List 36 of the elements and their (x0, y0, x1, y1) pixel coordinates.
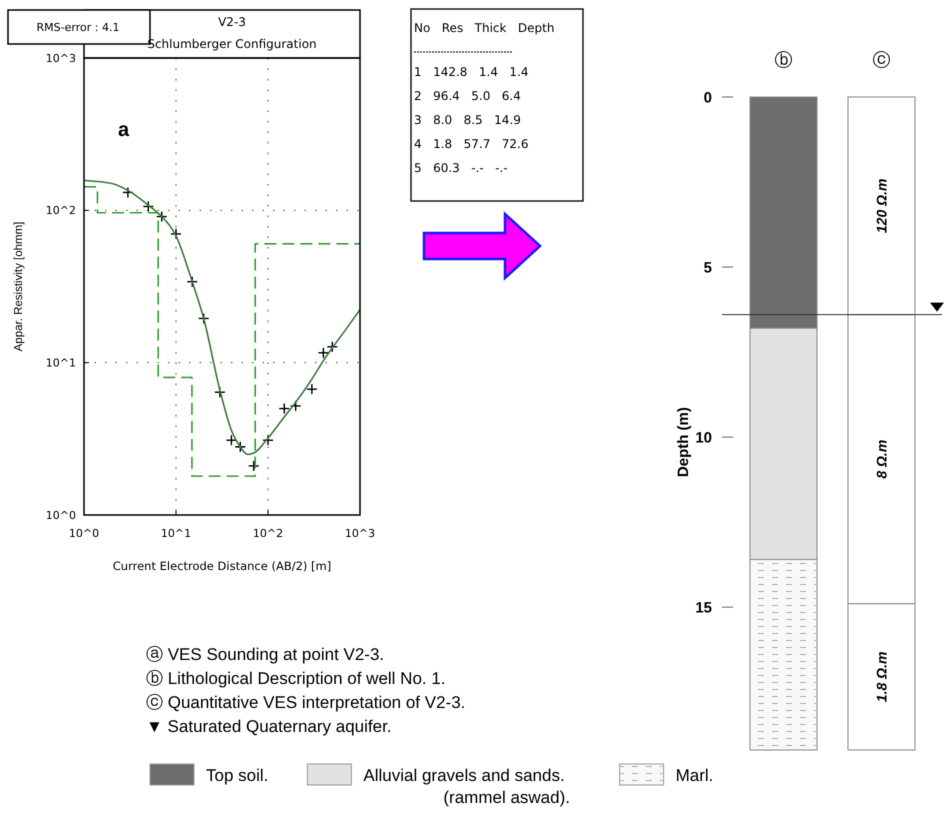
y-tick-label: 10^0 (46, 508, 76, 522)
legend-label: Top soil. (206, 766, 268, 785)
text: 5 60.3 -.- -.- (414, 161, 508, 175)
annotation: a (118, 119, 130, 141)
text: 2 96.4 5.0 6.4 (414, 89, 521, 103)
y-axis-title: Depth (m) (675, 407, 692, 478)
text: Marl. (676, 766, 714, 785)
text: ⓑ Lithological Description of well No. 1. (146, 669, 446, 688)
text: 3 8.0 8.5 14.9 (414, 113, 521, 127)
y-tick-label: 5 (704, 259, 712, 276)
x-tick-label: 10^1 (160, 527, 192, 540)
chart-subtitle: Schlumberger Configuration (147, 37, 317, 51)
y-tick-label: 10 (695, 429, 712, 446)
y-tick-label: 10^2 (46, 204, 76, 218)
x-tick-label: 10^2 (252, 527, 284, 540)
y-tick-label: 10^1 (46, 356, 76, 370)
legend-label: Alluvial gravels and sands. (rammel aswad). (363, 766, 570, 807)
annotation: 8 Ω.m (873, 440, 890, 479)
x-axis-title: Current Electrode Distance (AB/2) [m] (112, 559, 332, 573)
text: ▼ Saturated Quaternary aquifer. (146, 717, 392, 736)
annotation: 1.8 Ω.m (873, 652, 890, 702)
y-axis-title: Appar. Resistivity [ohmm] (13, 222, 25, 352)
x-tick-label: ⓑ (774, 50, 793, 70)
text: 1 142.8 1.4 1.4 (414, 65, 528, 79)
y-tick-label: 0 (704, 89, 712, 106)
y-tick-label: 15 (695, 599, 712, 616)
text: ⓒ Quantitative VES interpretation of V2-3. (146, 693, 466, 712)
text: ⓐ VES Sounding at point V2-3. (146, 645, 384, 664)
annotation: 120 Ω.m (873, 178, 890, 234)
text: RMS-error : 4.1 (36, 21, 120, 34)
x-tick-label: ⓒ (872, 50, 890, 70)
text: No Res Thick Depth (414, 21, 554, 35)
text: 4 1.8 57.7 72.6 (414, 137, 528, 151)
x-tick-label: 10^0 (68, 527, 100, 540)
chart-title: V2-3 (218, 15, 246, 29)
x-tick-label: 10^3 (344, 527, 376, 540)
